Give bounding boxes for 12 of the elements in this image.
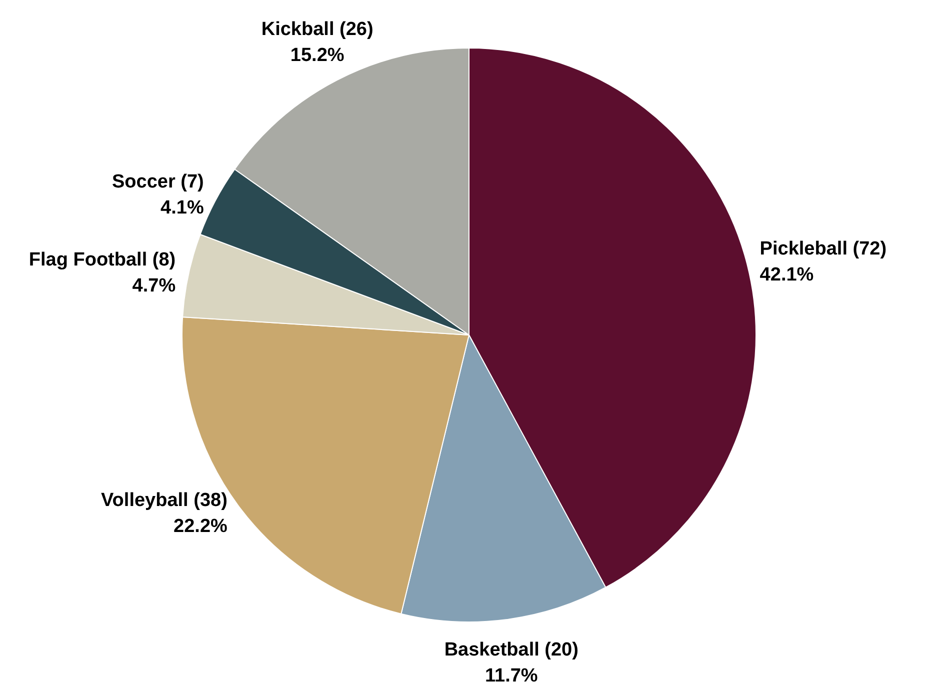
slice-label: Volleyball (38) [101,490,228,511]
data-label: 22.2% [174,516,228,537]
slice-label: Kickball (26) [261,18,374,40]
data-label: 4.7% [132,275,176,296]
slice-label: Soccer (7) [112,172,204,193]
data-label: 4.1% [160,198,204,219]
data-label: 11.7% [484,665,538,686]
slice-label: Pickleball (72) [760,238,887,260]
data-label: 15.2% [290,44,344,66]
data-label: 42.1% [760,264,814,286]
slice-label: Flag Football (8) [28,249,176,270]
slice-label: Basketball (20) [444,639,578,660]
